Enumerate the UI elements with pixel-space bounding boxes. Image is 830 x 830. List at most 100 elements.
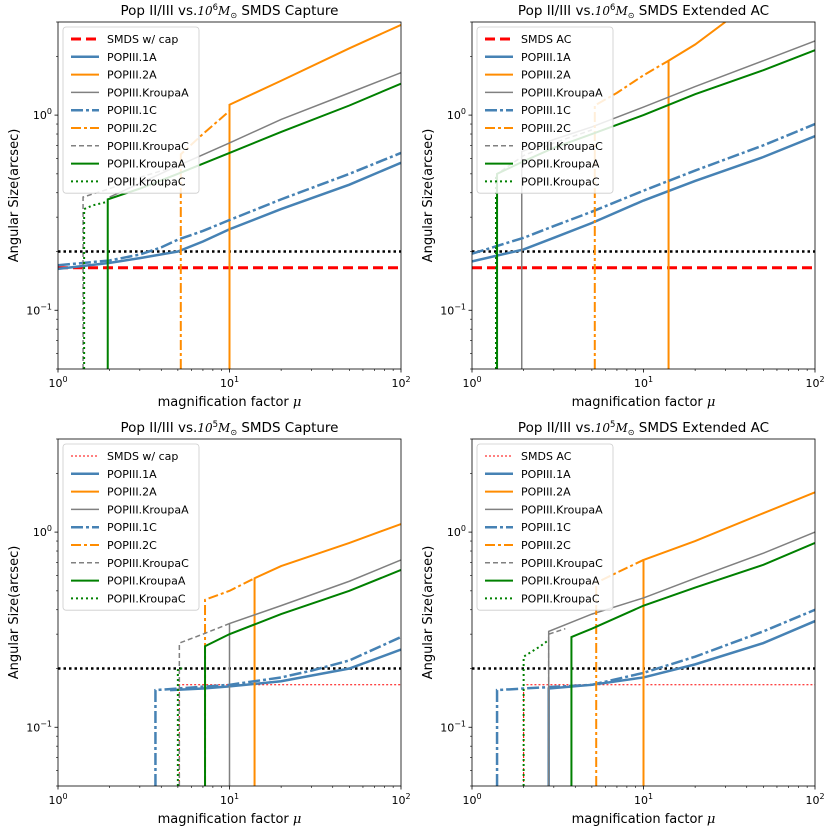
chart-panel-1: 100 101 102 10−1 100 magnification factor μ An…	[7, 3, 411, 410]
x-tick-label: 102	[391, 375, 410, 390]
legend-label: POPIII.2A	[107, 69, 157, 82]
chart-panel-3: 100 101 102 10−1 100 magnification factor μ An…	[7, 420, 411, 827]
series-line-3	[228, 23, 401, 369]
x-tick-label: 101	[634, 375, 653, 390]
x-tick-label: 100	[462, 375, 481, 390]
x-tick-label: 101	[634, 792, 653, 807]
y-axis-label: Angular Size(arcsec)	[7, 129, 22, 263]
legend-box	[62, 26, 200, 194]
legend-box	[476, 26, 614, 194]
legend-label: POPIII.KroupaA	[521, 86, 603, 99]
series-line-4	[228, 559, 401, 786]
legend-label: POPIII.2C	[521, 539, 571, 552]
x-tick-label: 102	[805, 375, 824, 390]
x-axis-label: magnification factor μ	[158, 812, 302, 827]
legend-label: POPIII.1C	[107, 104, 157, 117]
legend-box	[476, 443, 614, 611]
series-line-3	[667, 22, 726, 369]
y-tick-label: 100	[33, 107, 52, 122]
y-axis-label: Angular Size(arcsec)	[421, 129, 436, 263]
series-layer	[472, 491, 815, 786]
chart-title: Pop II/III vs.106M⊙ SMDS Extended AC	[518, 3, 769, 20]
legend-label: POPII.KroupaC	[107, 175, 186, 188]
x-axis-label: magnification factor μ	[572, 812, 716, 827]
legend-label: POPIII.2C	[107, 539, 157, 552]
y-tick-label: 10−1	[26, 719, 52, 734]
x-tick-label: 102	[391, 792, 410, 807]
legend-label: POPII.KroupaC	[107, 592, 186, 605]
y-axis-label: Angular Size(arcsec)	[421, 546, 436, 680]
legend: SMDS AC POPIII.1A POPIII.2A POPIII.KroupaA P…	[476, 26, 614, 194]
legend-label: POPIII.1C	[521, 521, 571, 534]
y-tick-label: 10−1	[26, 302, 52, 317]
legend: SMDS w/ cap POPIII.1A POPIII.2A POPIII.Krou…	[62, 443, 200, 611]
legend-label: POPII.KroupaC	[521, 592, 600, 605]
legend-label: POPIII.KroupaA	[107, 503, 189, 516]
legend: SMDS w/ cap POPIII.1A POPIII.2A POPIII.Krou…	[62, 26, 200, 194]
legend-label: POPIII.1A	[107, 51, 157, 64]
legend-label: POPIII.1A	[107, 468, 157, 481]
series-line-5	[495, 608, 815, 786]
x-tick-label: 100	[48, 792, 67, 807]
series-line-9	[176, 667, 183, 786]
series-line-8	[570, 542, 815, 786]
legend-label: POPII.KroupaA	[521, 158, 600, 171]
legend-label: POPIII.KroupaC	[107, 557, 189, 570]
x-axis-label: magnification factor μ	[158, 395, 302, 410]
series-line-7	[547, 627, 566, 786]
x-tick-label: 100	[48, 375, 67, 390]
series-line-7	[82, 165, 179, 369]
legend-label: SMDS AC	[521, 450, 572, 463]
series-line-5	[154, 635, 401, 786]
y-axis-label: Angular Size(arcsec)	[7, 546, 22, 680]
legend-label: POPII.KroupaA	[521, 575, 600, 588]
legend-label: POPIII.KroupaC	[521, 140, 603, 153]
series-layer	[472, 22, 815, 369]
x-tick-label: 101	[220, 375, 239, 390]
legend: SMDS AC POPIII.1A POPIII.2A POPIII.KroupaA P…	[476, 443, 614, 611]
legend-label: POPII.KroupaC	[521, 175, 600, 188]
legend-label: POPIII.KroupaC	[521, 557, 603, 570]
y-tick-label: 100	[447, 107, 466, 122]
y-tick-label: 10−1	[440, 302, 466, 317]
legend-label: POPIII.2A	[521, 69, 571, 82]
x-tick-label: 100	[462, 792, 481, 807]
y-tick-label: 10−1	[440, 719, 466, 734]
series-line-7	[178, 622, 230, 786]
series-layer	[58, 23, 401, 369]
legend-label: POPII.KroupaA	[107, 575, 186, 588]
chart-title: Pop II/III vs.105M⊙ SMDS Extended AC	[518, 420, 769, 437]
chart-panel-2: 100 101 102 10−1 100 magnification factor μ An…	[421, 3, 825, 410]
y-tick-label: 100	[447, 524, 466, 539]
legend-label: SMDS w/ cap	[107, 450, 178, 463]
legend-label: SMDS AC	[521, 33, 572, 46]
x-axis-label: magnification factor μ	[572, 395, 716, 410]
series-line-2	[58, 161, 401, 271]
legend-label: POPIII.1A	[521, 468, 571, 481]
legend-label: POPIII.2A	[521, 486, 571, 499]
legend-label: POPIII.1A	[521, 51, 571, 64]
chart-panel-4: 100 101 102 10−1 100 magnification factor μ An…	[421, 420, 825, 827]
legend-label: POPIII.KroupaA	[521, 503, 603, 516]
series-line-3	[253, 523, 401, 786]
x-tick-label: 102	[805, 792, 824, 807]
series-layer	[58, 523, 401, 786]
series-line-6	[204, 577, 256, 786]
x-tick-label: 101	[220, 792, 239, 807]
legend-box	[62, 443, 200, 611]
chart-title: Pop II/III vs.105M⊙ SMDS Capture	[121, 420, 339, 437]
y-tick-label: 100	[33, 524, 52, 539]
series-line-5	[472, 122, 815, 255]
series-line-3	[642, 491, 815, 786]
series-line-5	[58, 151, 401, 267]
legend-label: POPIII.KroupaC	[107, 140, 189, 153]
series-line-8	[106, 82, 401, 369]
chart-title: Pop II/III vs.106M⊙ SMDS Capture	[121, 3, 339, 20]
series-line-4	[547, 531, 815, 786]
legend-label: POPIII.2C	[107, 122, 157, 135]
legend-label: POPIII.2C	[521, 122, 571, 135]
legend-label: POPIII.1C	[107, 521, 157, 534]
legend-label: POPIII.2A	[107, 486, 157, 499]
legend-label: SMDS w/ cap	[107, 33, 178, 46]
